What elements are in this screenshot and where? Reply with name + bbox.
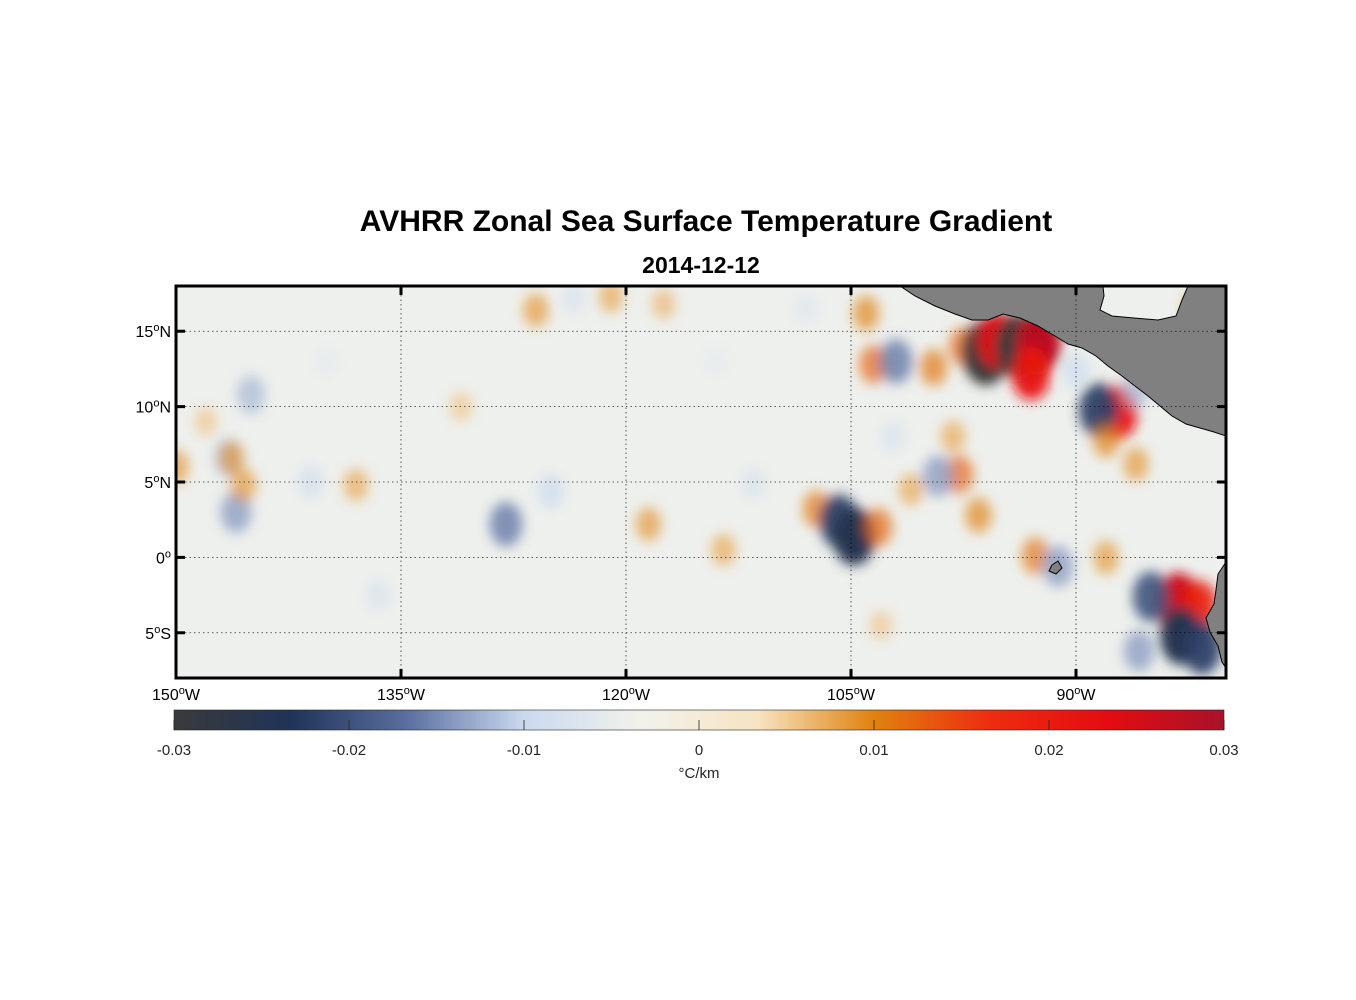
gradient-feature: [537, 473, 565, 509]
colorbar-tick-label: 0.03: [1209, 742, 1238, 759]
lon-label: 90oW: [1056, 685, 1096, 704]
gradient-feature: [218, 441, 245, 475]
gradient-feature: [1123, 447, 1149, 481]
gradient-feature: [194, 407, 218, 437]
gradient-feature: [869, 610, 893, 640]
gradient-feature: [794, 293, 818, 324]
colorbar-tick-label: 0.02: [1034, 742, 1063, 759]
gradient-feature: [741, 467, 766, 500]
mexico-central-america-land: [899, 286, 1226, 437]
gradient-feature: [919, 349, 948, 386]
colorbar-tick-label: -0.02: [332, 742, 366, 759]
colorbar-tick-label: -0.01: [507, 742, 541, 759]
south-america-land: [1205, 561, 1226, 669]
colorbar-tick-label: 0: [695, 742, 703, 759]
gradient-feature: [711, 533, 736, 566]
lon-label: 135oW: [377, 685, 426, 704]
lat-label: 0o: [156, 548, 171, 567]
colorbar-tick-label: 0.01: [859, 742, 888, 759]
colorbar-ticks: -0.03 -0.02 -0.01 0 0.01 0.02 0.03: [157, 720, 1239, 759]
map-subtitle: 2014-12-12: [642, 252, 760, 278]
gradient-feature: [598, 286, 624, 313]
lat-label: 5oS: [145, 624, 171, 643]
lon-label: 150oW: [152, 685, 201, 704]
lon-label: 105oW: [827, 685, 876, 704]
galapagos-island: [1048, 560, 1063, 575]
gradient-feature: [1093, 540, 1119, 575]
gradient-feature: [880, 420, 906, 453]
lat-label: 10oN: [136, 398, 171, 417]
gradient-feature: [230, 468, 257, 502]
gradient-feature: [523, 293, 549, 327]
gradient-feature: [176, 450, 189, 484]
gradient-feature: [343, 468, 369, 502]
gradient-feature: [1132, 571, 1170, 622]
lat-label: 15oN: [136, 322, 171, 341]
gradient-feature: [922, 455, 954, 497]
map-title: AVHRR Zonal Sea Surface Temperature Grad…: [359, 205, 1053, 238]
gradient-feature: [561, 286, 586, 315]
gradient-feature: [366, 578, 391, 612]
gradient-feature: [314, 346, 338, 376]
gradient-feature: [236, 375, 266, 414]
gradient-feature: [1092, 422, 1120, 458]
colorbar-tick-label: -0.03: [157, 742, 191, 759]
gradient-feature: [965, 497, 992, 533]
gradient-feature: [635, 507, 662, 542]
colorbar-unit-label: °C/km: [679, 765, 720, 782]
map-frame: [174, 284, 1228, 680]
gradient-feature: [1011, 346, 1051, 401]
gradient-feature: [898, 473, 924, 506]
gradient-feature: [1123, 630, 1155, 672]
lat-label: 5oN: [144, 473, 171, 492]
gradient-feature: [704, 346, 728, 376]
gradient-feature: [940, 420, 966, 453]
gradient-feature: [1062, 352, 1090, 389]
gradient-feature: [651, 288, 676, 320]
gradient-feature: [863, 508, 893, 547]
sst-gradient-field: [176, 286, 1222, 675]
land-layer: [899, 286, 1226, 669]
gradient-feature: [1021, 537, 1050, 575]
lon-label: 120oW: [602, 685, 651, 704]
gradient-feature: [852, 295, 880, 331]
longitude-labels: 150oW 135oW 120oW 105oW 90oW: [152, 685, 1096, 704]
gradient-feature: [489, 502, 523, 547]
latitude-labels: 15oN 10oN 5oN 0o 5oS: [136, 322, 171, 643]
gradient-feature: [879, 339, 913, 384]
